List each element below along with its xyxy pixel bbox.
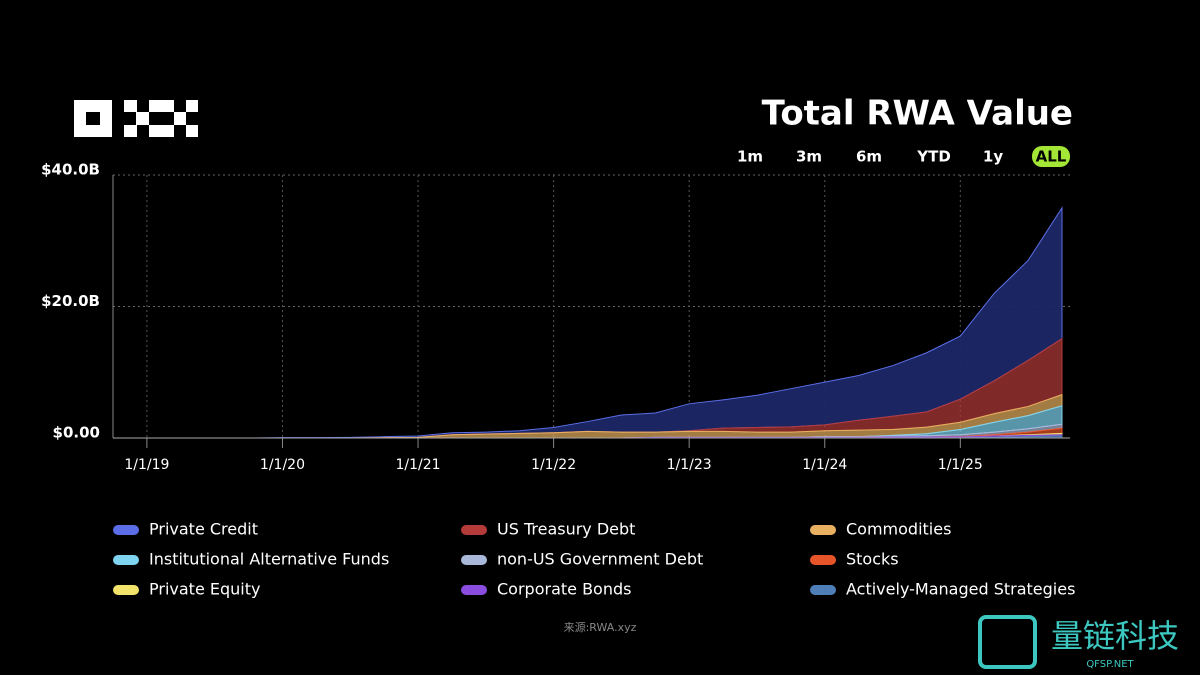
legend-swatch[interactable] bbox=[461, 585, 487, 595]
legend-label[interactable]: Corporate Bonds bbox=[497, 580, 631, 599]
source: 来源:RWA.xyz bbox=[564, 620, 637, 634]
legend-swatch[interactable] bbox=[461, 555, 487, 565]
legend-label[interactable]: Private Credit bbox=[149, 520, 258, 539]
legend-swatch[interactable] bbox=[810, 555, 836, 565]
range-button[interactable]: YTD bbox=[916, 148, 951, 166]
legend-label[interactable]: non-US Government Debt bbox=[497, 550, 703, 569]
y-tick-label: $40.0B bbox=[41, 161, 100, 179]
x-tick-label: 1/1/24 bbox=[802, 457, 847, 473]
range-button[interactable]: 1m bbox=[737, 148, 763, 166]
legend-swatch[interactable] bbox=[810, 585, 836, 595]
legend-swatch[interactable] bbox=[461, 525, 487, 535]
legend-label[interactable]: Institutional Alternative Funds bbox=[149, 550, 389, 569]
legend-label[interactable]: Private Equity bbox=[149, 580, 260, 599]
okx-logo bbox=[74, 100, 198, 137]
legend-swatch[interactable] bbox=[113, 525, 139, 535]
legend-swatch[interactable] bbox=[113, 555, 139, 565]
watermark: 量链科技 QFSP.NET bbox=[978, 615, 1179, 670]
range-button-bg[interactable] bbox=[1032, 146, 1070, 167]
y-tick-label: $0.00 bbox=[53, 424, 100, 442]
legend-label[interactable]: Actively-Managed Strategies bbox=[846, 580, 1075, 599]
chart-title: Total RWA Value bbox=[762, 94, 1073, 134]
watermark-site: QFSP.NET bbox=[1086, 659, 1134, 670]
legend-swatch[interactable] bbox=[113, 585, 139, 595]
x-tick-label: 1/1/20 bbox=[260, 457, 305, 473]
legend-label[interactable]: Commodities bbox=[846, 520, 951, 539]
y-tick-label: $20.0B bbox=[41, 292, 100, 310]
x-tick-label: 1/1/25 bbox=[938, 457, 983, 473]
range-button[interactable]: 1y bbox=[983, 148, 1003, 166]
legend-swatch[interactable] bbox=[810, 525, 836, 535]
legend-label[interactable]: Stocks bbox=[846, 550, 899, 569]
range-button[interactable]: 3m bbox=[796, 148, 822, 166]
x-tick-label: 1/1/19 bbox=[124, 457, 169, 473]
range-button[interactable]: 6m bbox=[856, 148, 882, 166]
x-tick-label: 1/1/22 bbox=[531, 457, 576, 473]
legend-label[interactable]: US Treasury Debt bbox=[497, 520, 635, 539]
watermark-text: 量链科技 bbox=[1051, 617, 1179, 655]
x-tick-label: 1/1/23 bbox=[667, 457, 712, 473]
range-button[interactable]: ALL bbox=[1036, 148, 1067, 166]
watermark-icon bbox=[978, 615, 1037, 669]
x-tick-label: 1/1/21 bbox=[396, 457, 441, 473]
